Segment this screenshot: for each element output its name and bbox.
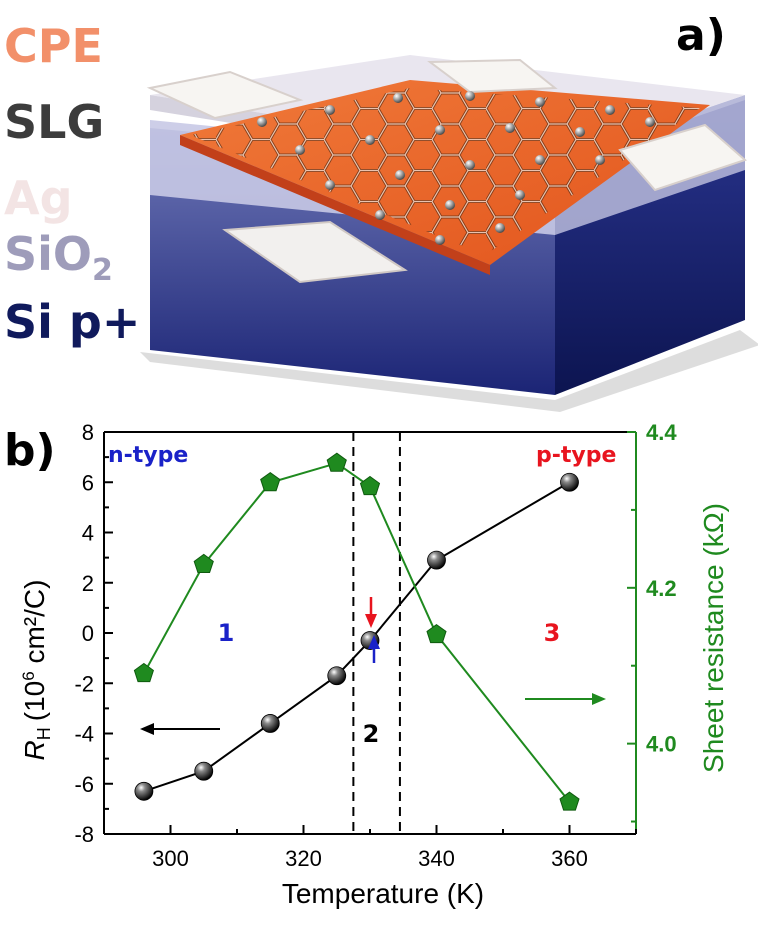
y-left-tick-label: 8 xyxy=(82,420,94,445)
y-right-tick-label: 4.2 xyxy=(646,576,677,601)
y-right-tick-label: 4.0 xyxy=(646,732,677,757)
hall-coefficient-point xyxy=(134,781,154,801)
y-axis-left-title: RH (106 cm²/C) xyxy=(19,580,54,761)
y-axis-right-title: Sheet resistance (kΩ) xyxy=(698,503,729,773)
right-axis-arrow xyxy=(525,693,606,705)
y-left-tick-label: -2 xyxy=(74,671,94,696)
x-tick-label: 360 xyxy=(551,846,588,871)
blue-transition-arrow xyxy=(368,635,380,663)
layer-label-ag: Ag xyxy=(4,171,73,225)
layer-legend: CPE SLG Ag SiO2 Si p+ xyxy=(4,19,140,349)
hall-coefficient-point xyxy=(260,714,280,733)
region-3-label: 3 xyxy=(544,619,561,647)
left-axis-arrow xyxy=(140,723,220,735)
layer-label-si: Si p+ xyxy=(4,295,140,349)
y-left-subscript: H xyxy=(34,727,54,740)
hall-coefficient-point xyxy=(194,761,214,781)
n-type-label: n-type xyxy=(108,443,188,468)
sheet-resistance-point xyxy=(426,623,447,644)
y-left-tick-label: -4 xyxy=(74,722,94,747)
sheet-resistance-point xyxy=(559,791,580,811)
sheet-resistance-point xyxy=(260,471,281,492)
y-left-tick-label: 2 xyxy=(82,571,94,596)
region-2-label: 2 xyxy=(363,720,380,748)
hall-coefficient-point xyxy=(427,550,446,570)
y-left-post: cm²/C) xyxy=(19,580,50,672)
layer-label-sio2: SiO2 xyxy=(4,227,113,288)
p-type-label: p-type xyxy=(536,443,616,468)
layer-label-cpe: CPE xyxy=(4,19,103,73)
sheet-resistance-point xyxy=(326,452,347,472)
y-left-pre: (10 xyxy=(19,681,50,721)
y-right-tick-label: 4.4 xyxy=(646,420,677,445)
sheet-resistance-point xyxy=(359,475,381,496)
y-left-symbol: R xyxy=(19,740,50,760)
y-left-tick-label: -6 xyxy=(74,772,94,797)
y-left-tick-label: 6 xyxy=(82,470,94,495)
layer-label-slg: SLG xyxy=(4,95,104,149)
y-left-superscript: 6 xyxy=(19,671,38,680)
x-axis-title: Temperature (K) xyxy=(282,878,484,909)
sio2-subscript: 2 xyxy=(92,253,113,288)
panel-b-letter: b) xyxy=(4,425,56,476)
sheet-resistance-line xyxy=(143,462,571,803)
x-tick-label: 340 xyxy=(418,846,455,871)
hall-coefficient-point xyxy=(327,666,347,686)
chart-plot-area: 300 320 340 360 -8 -6 -4 -2 0 2 4 6 8 4.0 4.2 4.4 xyxy=(74,420,677,871)
region-1-label: 1 xyxy=(218,619,235,647)
panel-a-letter: a) xyxy=(676,10,726,61)
hall-coefficient-point xyxy=(560,472,579,492)
hall-coefficient-chart: b) 300 320 340 360 -8 -6 -4 -2 0 2 4 6 8 4.0 4.2 4.4 RH… xyxy=(4,420,729,909)
y-left-tick-label: -8 xyxy=(74,822,94,847)
hall-coefficient-line xyxy=(143,481,571,793)
x-tick-label: 300 xyxy=(152,846,189,871)
device-illustration xyxy=(140,55,758,412)
sheet-resistance-point xyxy=(133,662,154,683)
x-tick-label: 320 xyxy=(285,846,322,871)
red-transition-arrow xyxy=(365,597,377,628)
y-left-tick-label: 4 xyxy=(82,521,94,546)
y-left-tick-label: 0 xyxy=(82,621,94,646)
sheet-resistance-point xyxy=(193,553,214,573)
